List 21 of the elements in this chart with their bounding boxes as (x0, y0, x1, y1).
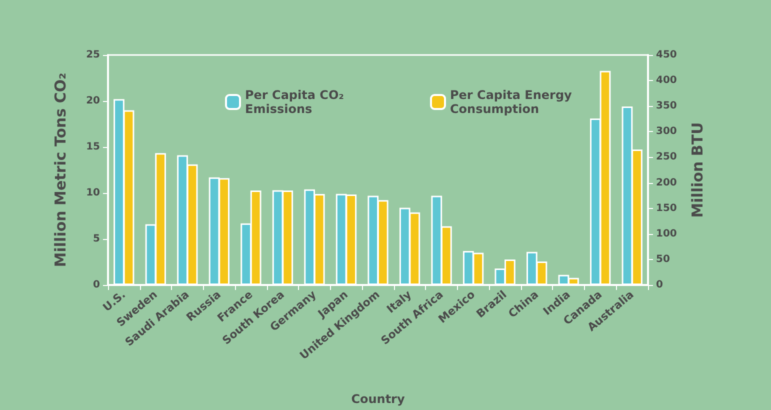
y2-tick-label: 350 (656, 100, 677, 112)
y2-tick-label: 200 (656, 177, 677, 188)
y-tick-label: 0 (93, 280, 100, 290)
y2-tick-label: 400 (656, 75, 677, 86)
y-tick-label: 25 (86, 50, 100, 60)
legend-label: Per Capita Energy Consumption (450, 88, 576, 116)
x-axis-title: Country (351, 392, 405, 406)
y-tick-label: 15 (86, 142, 100, 152)
y-axis-title: Million Metric Tons CO₂ (52, 72, 70, 268)
y-tick-label: 5 (93, 234, 100, 244)
y-tick-label: 20 (86, 96, 100, 106)
y2-tick-label: 300 (656, 126, 677, 138)
y2-tick-label: 150 (656, 202, 677, 214)
y2-axis-title: Million BTU (688, 122, 706, 218)
y2-tick-label: 450 (656, 50, 677, 60)
y2-tick-label: 250 (656, 152, 677, 163)
y-tick-label: 10 (86, 188, 100, 198)
y2-tick-label: 50 (656, 254, 670, 265)
legend-label: Per Capita CO₂ Emissions (245, 88, 348, 116)
y2-tick-label: 0 (656, 280, 663, 290)
y2-tick-label: 100 (656, 228, 677, 240)
